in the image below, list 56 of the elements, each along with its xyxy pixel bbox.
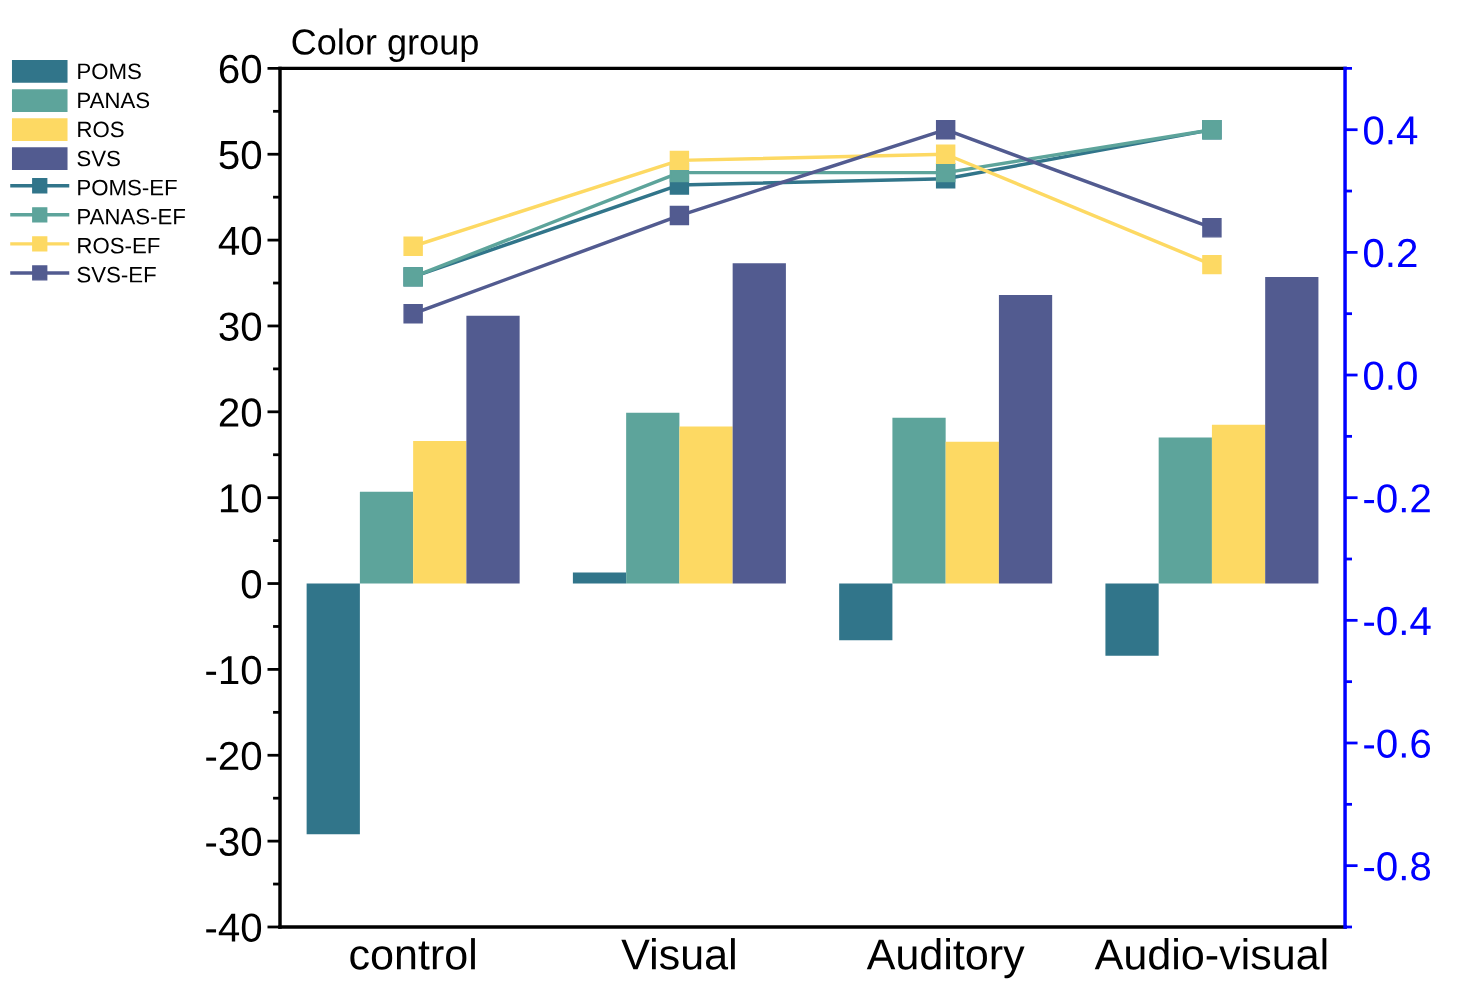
y2-tick-label: 0.4	[1363, 116, 1418, 145]
y-tick-label: -30	[206, 827, 262, 857]
x-tick-label: Visual	[621, 938, 735, 970]
x-tick-label: control	[350, 938, 475, 970]
point	[403, 303, 423, 324]
y-tick-label: -40	[206, 913, 262, 942]
bar	[466, 315, 520, 584]
y2-tick-label: -0.2	[1364, 484, 1430, 513]
legend-label: SVS-EF	[77, 266, 156, 283]
bar	[306, 583, 360, 835]
bar	[1211, 424, 1266, 584]
y2-tick-label: -0.8	[1364, 852, 1431, 881]
point	[935, 119, 956, 140]
y-tick-label: 30	[219, 312, 262, 341]
bar	[1105, 583, 1159, 656]
chart-title: Color group	[292, 28, 478, 62]
bar	[839, 583, 893, 641]
y-tick-label: -10	[206, 655, 262, 685]
legend-label: ROS	[78, 121, 124, 138]
y-tick-label: 0	[241, 570, 262, 599]
legend-label: SVS	[77, 150, 120, 167]
point	[403, 236, 423, 256]
bar	[998, 295, 1053, 584]
x-tick-label: Audio-visual	[1094, 938, 1327, 970]
bar	[945, 441, 999, 584]
bar	[732, 263, 786, 584]
bar	[892, 417, 946, 584]
bar	[413, 441, 467, 584]
legend-label: POMS-EF	[78, 179, 177, 196]
legend-label: POMS	[78, 63, 141, 80]
y2-tick-label: -0.6	[1364, 729, 1431, 758]
bar	[572, 572, 627, 584]
point	[1202, 218, 1222, 238]
bar	[1265, 277, 1319, 584]
y2-tick-label: -0.4	[1364, 606, 1431, 636]
bar	[626, 412, 680, 584]
bar	[679, 426, 733, 584]
y-tick-label: 20	[219, 398, 262, 427]
x-tick-label: Auditory	[866, 938, 1025, 979]
y2-tick-label: 0.2	[1363, 238, 1417, 268]
legend-label: PANAS	[78, 92, 150, 109]
y2-tick-label: 0.0	[1363, 361, 1417, 391]
y-tick-label: 60	[219, 54, 262, 84]
point	[935, 144, 956, 164]
legend-label: ROS-EF	[78, 237, 160, 254]
point	[935, 162, 956, 183]
legend-label: PANAS-EF	[78, 208, 186, 225]
bar	[359, 491, 414, 584]
point	[669, 150, 690, 171]
y-tick-label: 10	[220, 484, 262, 513]
y-tick-label: -20	[206, 741, 262, 771]
y-tick-label: 40	[218, 226, 262, 256]
point	[1202, 254, 1222, 275]
bar	[1158, 437, 1212, 584]
point	[669, 205, 690, 226]
y-tick-label: 50	[219, 140, 262, 170]
